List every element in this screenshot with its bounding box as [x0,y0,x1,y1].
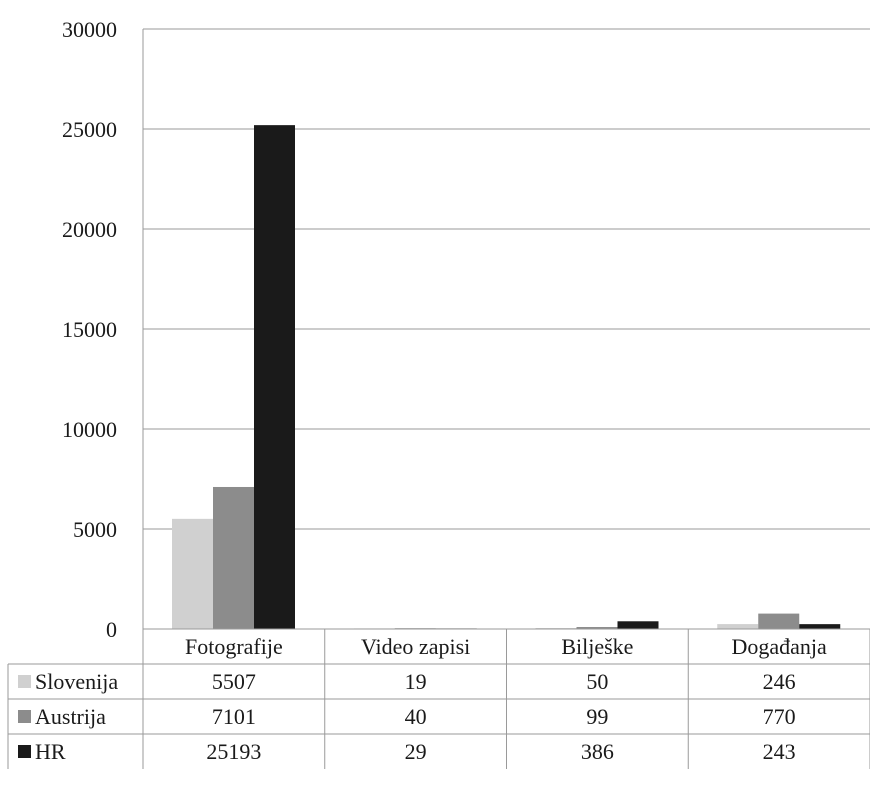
category-label: Fotografije [185,634,283,659]
legend-label-austrija: Austrija [35,704,106,729]
category-label: Događanja [731,634,827,659]
data-label: 7101 [212,704,256,729]
data-label: 40 [405,704,427,729]
bar-austrija-0 [213,486,254,629]
bar-slovenija-3 [717,624,759,629]
bar-austrija-3 [758,613,800,629]
data-table: Fotografije Video zapisi Bilješke Događanja… [7,628,870,769]
category-label: Video zapisi [361,634,470,659]
legend-swatch-hr [18,745,31,758]
legend-label-hr: HR [35,739,66,764]
bar-austrija-2 [576,627,618,629]
bars [172,125,841,629]
legend-swatch-slovenija [18,675,31,688]
y-tick-label: 30000 [62,17,117,42]
y-axis-ticks: 0 5000 10000 15000 20000 25000 30000 [62,17,117,642]
y-tick-label: 15000 [62,317,117,342]
data-label: 19 [405,669,427,694]
y-tick-label: 10000 [62,417,117,442]
data-label: 5507 [212,669,256,694]
data-label: 50 [586,669,608,694]
legend-swatch-austrija [18,710,31,723]
data-label: 246 [763,669,796,694]
y-tick-label: 5000 [73,517,117,542]
y-tick-label: 20000 [62,217,117,242]
data-label: 770 [763,704,796,729]
data-label: 386 [581,739,614,764]
bar-hr-2 [617,621,659,629]
data-label: 99 [586,704,608,729]
bar-hr-0 [254,125,295,629]
y-tick-label: 0 [106,617,117,642]
bar-hr-3 [799,624,841,629]
category-label: Bilješke [561,634,633,659]
data-label: 25193 [206,739,261,764]
legend-label-slovenija: Slovenija [35,669,118,694]
bar-slovenija-0 [172,518,213,629]
y-tick-label: 25000 [62,117,117,142]
data-label: 243 [763,739,796,764]
data-label: 29 [405,739,427,764]
